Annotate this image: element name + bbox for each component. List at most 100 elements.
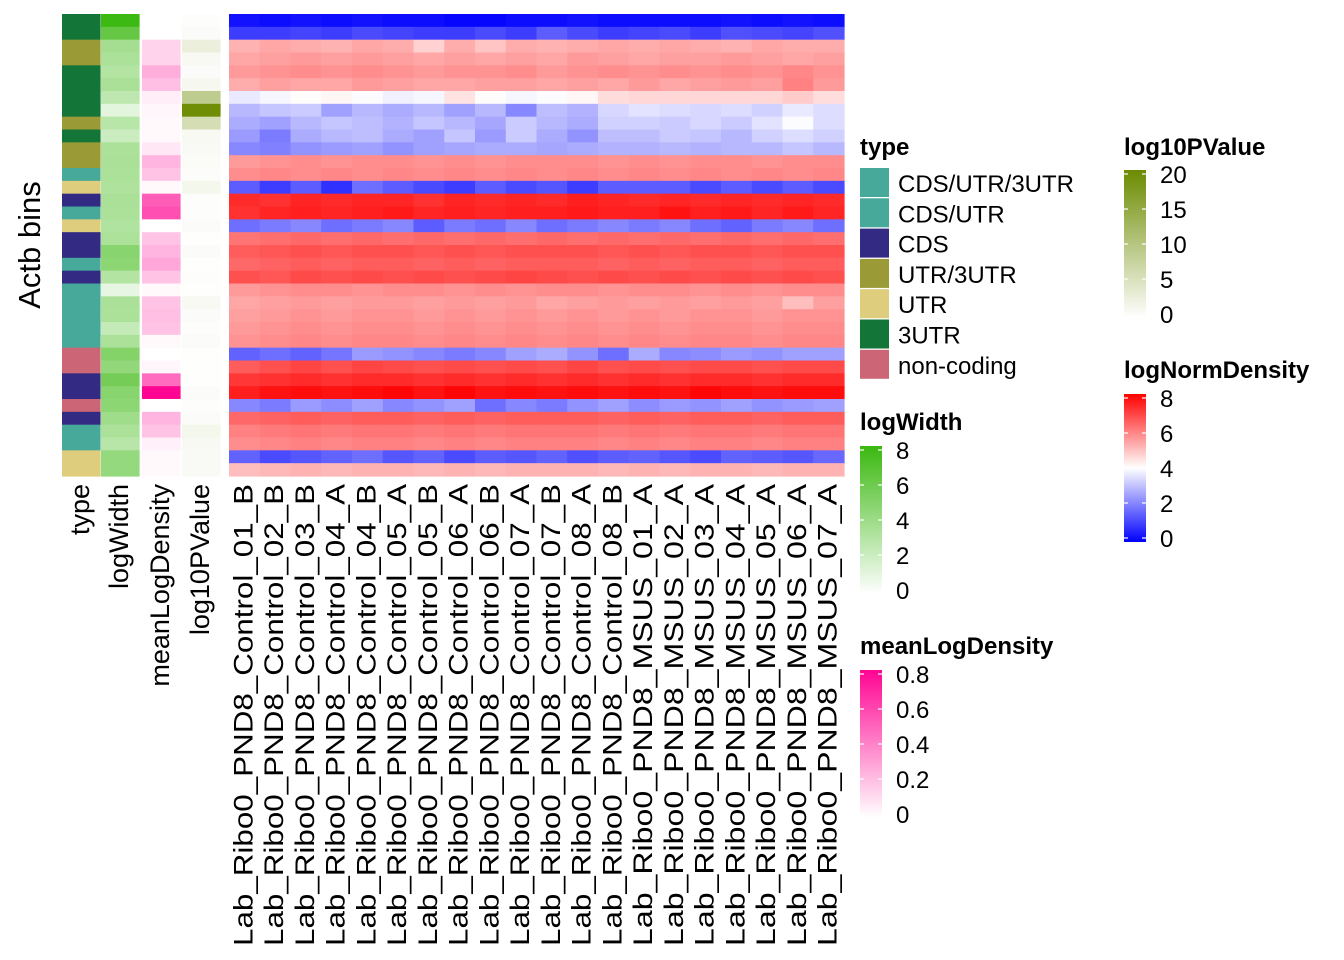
heatmap-cell xyxy=(444,411,476,426)
heatmap-cell xyxy=(690,347,722,362)
annotation-cell-logwidth xyxy=(101,270,140,285)
heatmap-cell xyxy=(413,219,445,233)
heatmap-cell xyxy=(259,116,292,131)
heatmap-cell xyxy=(352,91,384,105)
annotation-cell-type xyxy=(62,116,101,131)
heatmap-cell xyxy=(382,245,415,259)
heatmap-cell xyxy=(444,270,476,285)
heatmap-cell xyxy=(444,78,476,92)
annotation-cell-log10pvalue xyxy=(182,283,221,297)
heatmap-cell xyxy=(536,103,568,118)
heatmap-cell xyxy=(813,347,845,362)
heatmap-cell xyxy=(628,283,661,297)
heatmap-cell xyxy=(598,193,630,208)
heatmap-cell xyxy=(782,142,814,156)
heatmap-cell xyxy=(229,78,261,92)
heatmap-cell xyxy=(259,399,292,413)
heatmap-cell xyxy=(690,206,722,220)
heatmap-cell xyxy=(598,39,630,54)
heatmap-cell xyxy=(598,463,630,477)
sample-column-label: Lab_Ribo0_PND8_Control_06_B xyxy=(474,484,504,946)
heatmap-cell xyxy=(782,180,814,195)
annotation-cell-meanlogdensity xyxy=(142,373,181,387)
heatmap-cell xyxy=(352,219,384,233)
heatmap-cell xyxy=(505,257,538,272)
heatmap-cell xyxy=(444,219,476,233)
heatmap-cell xyxy=(505,65,538,79)
heatmap-cell xyxy=(721,103,753,118)
sample-column-label: Lab_Ribo0_PND8_MSUS_07_A xyxy=(813,484,843,946)
heatmap-cell xyxy=(259,180,292,195)
heatmap-cell xyxy=(721,450,753,464)
legend-label: CDS/UTR xyxy=(898,201,1005,228)
annotation-cell-type xyxy=(62,129,101,143)
legend-tick-label: 20 xyxy=(1160,162,1187,189)
heatmap-cell xyxy=(628,334,661,349)
heatmap-cell xyxy=(290,206,322,220)
heatmap-cell xyxy=(444,347,476,362)
heatmap-cell xyxy=(751,65,784,79)
legend-swatch xyxy=(860,228,889,258)
heatmap-cell xyxy=(536,91,568,105)
heatmap-cell xyxy=(290,450,322,464)
heatmap-cell xyxy=(659,437,691,451)
annotation-cell-logwidth xyxy=(101,347,140,362)
heatmap-cell xyxy=(598,206,630,220)
heatmap-cell xyxy=(659,26,691,41)
heatmap-cell xyxy=(259,450,292,464)
heatmap-cell xyxy=(259,296,292,310)
heatmap-cell xyxy=(413,437,445,451)
heatmap-cell xyxy=(352,347,384,362)
heatmap-cell xyxy=(751,450,784,464)
heatmap-cell xyxy=(321,424,353,439)
heatmap-cell xyxy=(382,424,415,439)
heatmap-cell xyxy=(321,142,353,156)
annotation-cell-meanlogdensity xyxy=(142,257,181,272)
heatmap-cell xyxy=(505,39,538,54)
heatmap-cell xyxy=(444,334,476,349)
heatmap-cell xyxy=(505,424,538,439)
heatmap-cell xyxy=(598,52,630,66)
heatmap-cell xyxy=(536,450,568,464)
heatmap-cell xyxy=(413,78,445,92)
heatmap-cell xyxy=(475,52,507,66)
heatmap-cell xyxy=(444,322,476,336)
heatmap-cell xyxy=(751,219,784,233)
heatmap-cell xyxy=(259,206,292,220)
heatmap-cell xyxy=(721,283,753,297)
legend-tick-label: 4 xyxy=(1160,456,1173,483)
heatmap-cell xyxy=(475,309,507,323)
heatmap-cell xyxy=(690,463,722,477)
heatmap-cell xyxy=(321,52,353,66)
legend-label: non-coding xyxy=(898,353,1017,380)
heatmap-cell xyxy=(628,257,661,272)
heatmap-cell xyxy=(259,257,292,272)
heatmap-cell xyxy=(659,116,691,131)
legend-title-type: type xyxy=(860,134,909,161)
heatmap-cell xyxy=(475,463,507,477)
heatmap-cell xyxy=(567,334,599,349)
heatmap-cell xyxy=(690,270,722,285)
annotation-cell-logwidth xyxy=(101,283,140,297)
heatmap-cell xyxy=(382,373,415,387)
heatmap-cell xyxy=(751,463,784,477)
heatmap-cell xyxy=(751,322,784,336)
heatmap-cell xyxy=(505,206,538,220)
heatmap-cell xyxy=(382,360,415,374)
heatmap-cell xyxy=(751,386,784,400)
heatmap-cell xyxy=(598,257,630,272)
heatmap-cell xyxy=(628,270,661,285)
heatmap-cell xyxy=(628,206,661,220)
annotation-cell-log10pvalue xyxy=(182,180,221,195)
heatmap-cell xyxy=(475,180,507,195)
heatmap-cell xyxy=(536,129,568,143)
legend-label: UTR/3UTR xyxy=(898,262,1017,289)
heatmap-cell xyxy=(505,129,538,143)
heatmap-cell xyxy=(259,129,292,143)
heatmap-cell xyxy=(690,142,722,156)
heatmap-cell xyxy=(505,232,538,246)
annotation-column-label: meanLogDensity xyxy=(145,484,175,687)
heatmap-cell xyxy=(567,91,599,105)
heatmap-cell xyxy=(444,360,476,374)
heatmap-cell xyxy=(229,322,261,336)
